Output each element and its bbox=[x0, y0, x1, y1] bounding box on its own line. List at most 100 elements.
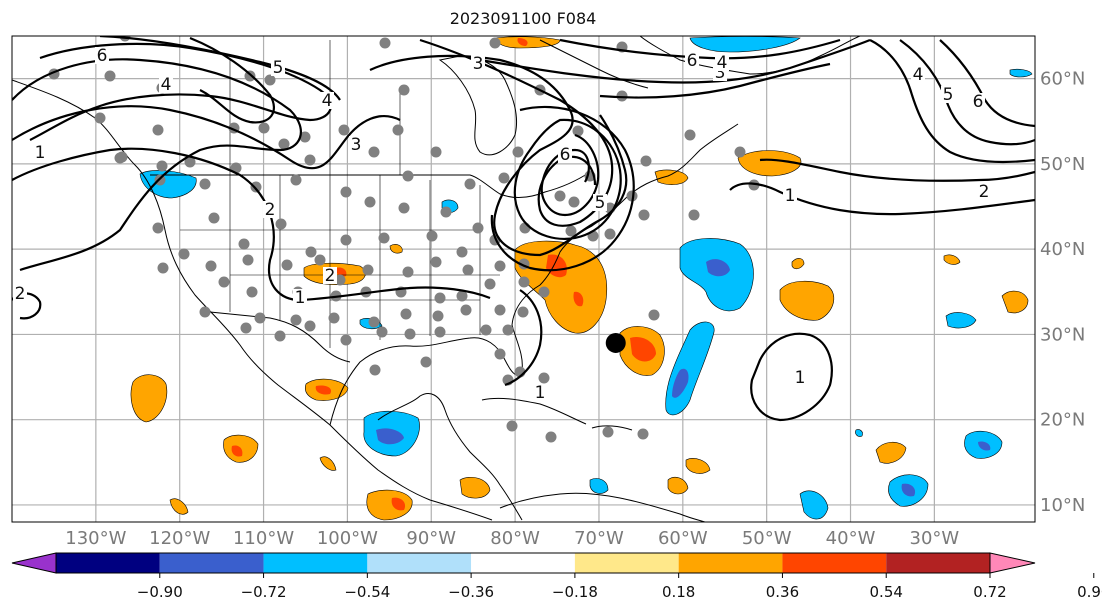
station-dot bbox=[502, 324, 514, 336]
station-dot bbox=[637, 428, 649, 440]
positive-anomaly-area bbox=[779, 280, 835, 321]
positive-anomaly-area bbox=[685, 458, 711, 474]
longitude-labels: 130°W 120°W 110°W 100°W 90°W 80°W 70°W 60°W 50°W… bbox=[65, 528, 959, 549]
station-dot bbox=[430, 256, 442, 268]
contour-line bbox=[559, 38, 841, 60]
contour-label-bg bbox=[293, 289, 307, 306]
storm-center-marker bbox=[605, 332, 626, 353]
contour-line bbox=[29, 42, 332, 141]
station-dot bbox=[545, 431, 557, 443]
colorbar-segment bbox=[56, 553, 160, 573]
station-dot bbox=[494, 348, 506, 360]
station-dot bbox=[426, 230, 438, 242]
station-dot bbox=[156, 160, 168, 172]
station-dot bbox=[378, 232, 390, 244]
station-dot bbox=[456, 290, 468, 302]
station-dot bbox=[640, 155, 652, 167]
contour-line bbox=[513, 118, 622, 240]
contour-label: 1 bbox=[795, 368, 806, 388]
station-dot bbox=[199, 306, 211, 318]
negative-anomaly-core bbox=[978, 441, 991, 451]
station-dot bbox=[506, 420, 518, 432]
contour-label: 5 bbox=[943, 85, 954, 105]
positive-anomaly-area bbox=[654, 169, 689, 185]
border-us-canada bbox=[150, 171, 591, 199]
station-dot bbox=[400, 308, 412, 320]
lon-tick-label: 120°W bbox=[149, 528, 210, 549]
contour-label: 1 bbox=[295, 288, 306, 308]
station-dot bbox=[290, 174, 302, 186]
contour-label-bg bbox=[793, 369, 807, 386]
station-dot bbox=[398, 84, 410, 96]
colorbar-segment bbox=[367, 553, 472, 573]
station-dot bbox=[152, 222, 164, 234]
colorbar-segment bbox=[782, 553, 887, 573]
colorbar-segment bbox=[263, 553, 368, 573]
station-dot bbox=[328, 312, 340, 324]
coastline-south-america bbox=[499, 492, 706, 522]
contour-label: 4 bbox=[717, 53, 728, 73]
contour-label: 3 bbox=[351, 135, 362, 155]
negative-anomaly-core bbox=[672, 368, 689, 398]
station-dot bbox=[684, 129, 696, 141]
colorbar-tick-label: −0.36 bbox=[448, 583, 494, 601]
negative-anomaly-area bbox=[589, 478, 609, 494]
contour-label: 6 bbox=[560, 145, 571, 165]
negative-anomaly-area bbox=[1009, 68, 1033, 78]
contour-label: 6 bbox=[97, 46, 108, 66]
station-dot bbox=[364, 196, 376, 208]
lon-tick-label: 80°W bbox=[490, 528, 540, 549]
station-dot bbox=[116, 151, 128, 163]
negative-anomaly-area bbox=[945, 312, 977, 329]
coastline-gulf-east bbox=[329, 123, 739, 426]
positive-anomaly-area bbox=[169, 498, 189, 515]
contour-line bbox=[869, 39, 1035, 164]
positive-anomaly-area bbox=[1001, 290, 1029, 314]
station-dot bbox=[420, 356, 432, 368]
contour-line bbox=[490, 105, 635, 272]
contour-label: 2 bbox=[15, 284, 26, 304]
colorbar-tick-label: −0.72 bbox=[241, 583, 287, 601]
station-dot bbox=[314, 254, 326, 266]
contour-label-bg bbox=[971, 93, 985, 110]
station-dot bbox=[340, 334, 352, 346]
station-dot bbox=[238, 238, 250, 250]
contour-label-bg bbox=[558, 146, 572, 163]
contour-label-bg bbox=[471, 55, 485, 72]
coastline-cuba bbox=[481, 397, 587, 425]
colorbar-segment bbox=[574, 553, 679, 573]
contour-line bbox=[12, 105, 401, 170]
chart-title: 2023091100 F084 bbox=[449, 9, 597, 28]
colorbar-tick-label: 0.54 bbox=[870, 583, 903, 601]
positive-anomaly-core bbox=[546, 254, 567, 278]
station-dot bbox=[734, 146, 746, 158]
contour-label: 2 bbox=[325, 266, 336, 286]
contour-label: 1 bbox=[535, 383, 546, 403]
contour-label-bg bbox=[320, 92, 334, 109]
colorbar-segment bbox=[159, 553, 264, 573]
station-dot bbox=[246, 286, 258, 298]
map-frame bbox=[11, 35, 1036, 523]
positive-anomaly-core bbox=[231, 445, 243, 457]
contour-line bbox=[12, 58, 302, 272]
positive-anomaly-core bbox=[573, 291, 584, 307]
contour-label-bg bbox=[977, 183, 991, 200]
contour-label: 6 bbox=[687, 51, 698, 71]
positive-anomaly-area bbox=[667, 476, 689, 495]
negative-anomaly-area bbox=[139, 170, 197, 199]
station-dot bbox=[242, 254, 254, 266]
station-dot bbox=[518, 276, 530, 288]
contour-label-bg bbox=[685, 52, 699, 69]
station-dot bbox=[290, 314, 302, 326]
station-dot bbox=[538, 372, 550, 384]
station-dot bbox=[304, 154, 316, 166]
coastline-west bbox=[12, 79, 493, 521]
contour-label-bg bbox=[911, 66, 925, 83]
station-dot bbox=[368, 146, 380, 158]
contour-label-bg bbox=[783, 187, 797, 204]
border-states bbox=[180, 175, 500, 348]
contour-label: 1 bbox=[35, 143, 46, 163]
station-dot bbox=[616, 90, 628, 102]
contour-label: 4 bbox=[913, 65, 924, 85]
